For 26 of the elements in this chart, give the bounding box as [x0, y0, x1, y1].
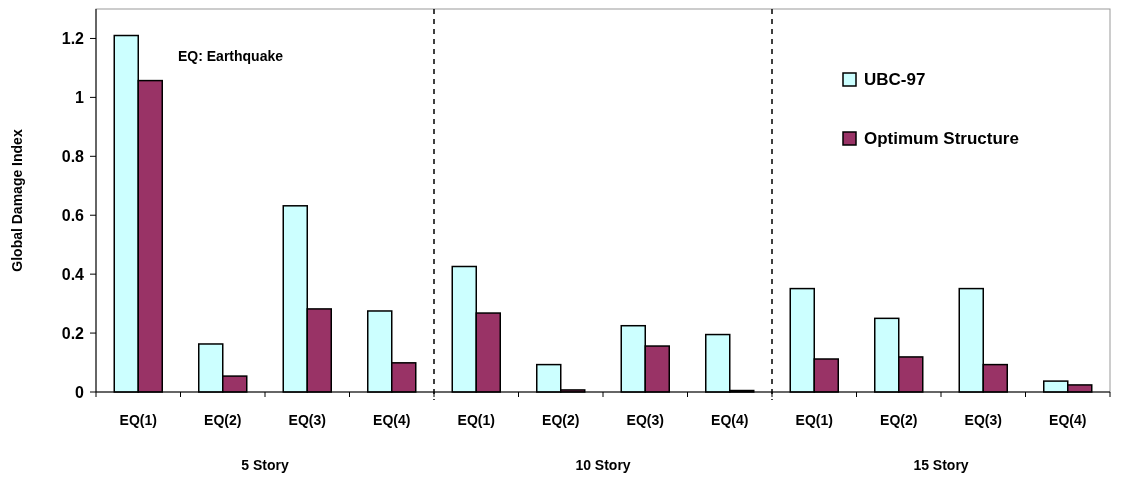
x-tick-label: EQ(3): [964, 412, 1002, 428]
x-tick-label: EQ(4): [1049, 412, 1087, 428]
x-tick-label: EQ(1): [795, 412, 833, 428]
y-tick-label: 0.2: [61, 324, 85, 342]
x-tick-label: EQ(3): [626, 412, 664, 428]
y-tick-label: 1.2: [61, 30, 85, 48]
y-tick-label: 0.6: [61, 206, 85, 224]
text: 10 Story: [575, 457, 631, 473]
x-tick-label: EQ(4): [711, 412, 749, 428]
text: 5 Story: [241, 457, 289, 473]
x-tick-label: EQ(4): [373, 412, 411, 428]
legend-label: UBC-97: [864, 69, 926, 89]
annotation: EQ: Earthquake: [178, 48, 284, 64]
x-tick-label: EQ(2): [880, 412, 918, 428]
x-tick-label: EQ(2): [542, 412, 580, 428]
y-axis-title: Global Damage Index: [9, 129, 25, 272]
y-tick-label: 0.8: [61, 147, 85, 165]
legend-label: Optimum Structure: [864, 128, 1019, 148]
y-tick-label: 0.4: [61, 265, 85, 283]
x-tick-label: EQ(1): [457, 412, 495, 428]
x-tick-label: EQ(1): [119, 412, 157, 428]
y-tick-label: 1: [75, 88, 85, 106]
text: 15 Story: [913, 457, 969, 473]
y-tick-label: 0: [75, 383, 85, 401]
x-tick-label: EQ(3): [288, 412, 326, 428]
x-tick-label: EQ(2): [204, 412, 242, 428]
